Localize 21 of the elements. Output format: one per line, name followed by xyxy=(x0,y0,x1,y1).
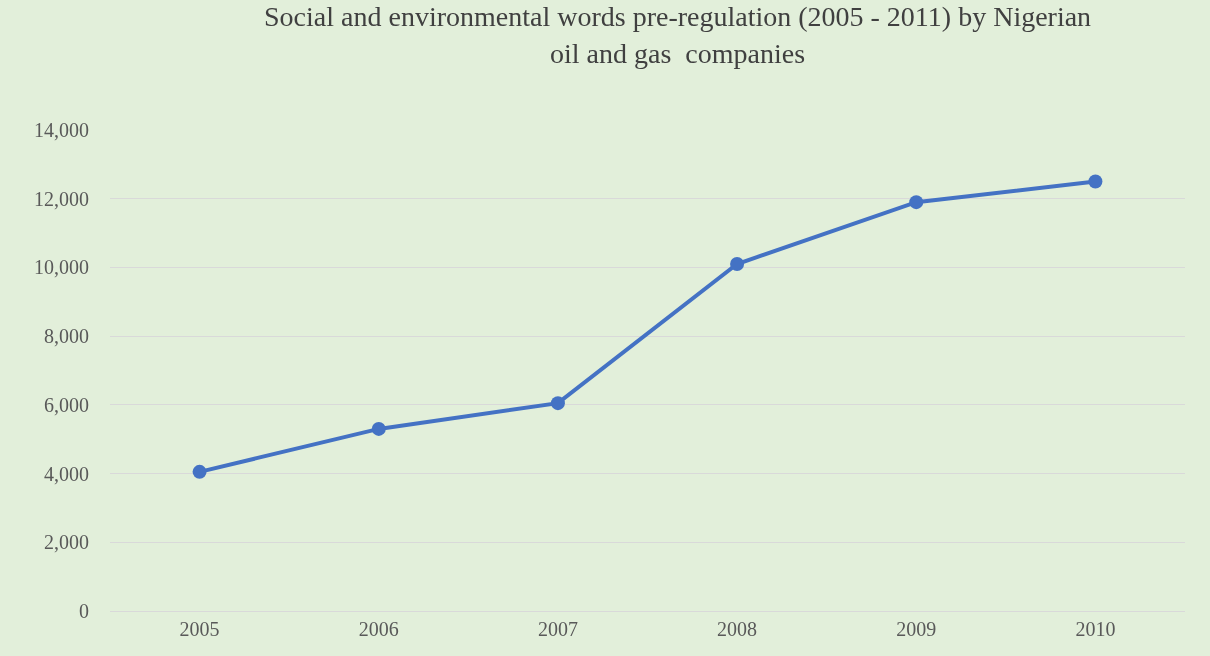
y-tick-label: 12,000 xyxy=(34,187,89,210)
point xyxy=(192,464,207,479)
point xyxy=(550,396,565,411)
y-tick-label: 2,000 xyxy=(44,531,89,554)
y-tick-label: 8,000 xyxy=(44,325,89,348)
x-tick-label: 2006 xyxy=(358,618,399,640)
x-tick-label: 2009 xyxy=(896,618,937,640)
chart-title: Social and environmental words pre-regulation (2005 - 2011) by Nigerian oil and gas companies xyxy=(264,1,1092,69)
x-tick-label: 2010 xyxy=(1075,618,1116,640)
y-tick-label: 4,000 xyxy=(44,462,89,485)
point xyxy=(1088,174,1103,189)
y-tick-label: 0 xyxy=(79,600,89,622)
x-tick-label: 2007 xyxy=(537,618,578,640)
x-tick-label: 2008 xyxy=(717,618,758,640)
point xyxy=(371,421,386,436)
y-tick-label: 14,000 xyxy=(34,119,89,141)
y-tick-label: 6,000 xyxy=(44,393,89,416)
y-tick-label: 10,000 xyxy=(34,256,89,279)
point xyxy=(909,195,924,210)
x-tick-label: 2005 xyxy=(179,618,220,640)
point xyxy=(730,256,745,271)
